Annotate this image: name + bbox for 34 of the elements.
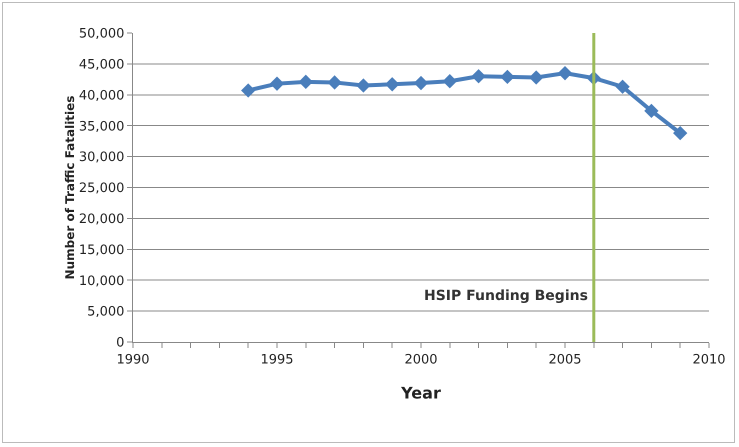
y-tick-label: 25,000 [78, 181, 124, 196]
point [327, 75, 342, 90]
point [644, 104, 659, 118]
y-tick-label: 30,000 [78, 150, 124, 166]
x-axis-title: Year [400, 383, 441, 402]
point [385, 77, 400, 92]
x-tick-label: 2000 [404, 352, 438, 368]
point [673, 126, 688, 140]
ref-line-label: HSIP Funding Begins [424, 288, 588, 304]
y-axis-title: Number of Traffic Fatalities [62, 96, 77, 280]
point [270, 76, 284, 91]
x-tick-label: 2005 [548, 352, 582, 368]
point [615, 80, 630, 94]
point [471, 69, 486, 84]
y-tick-label: 50,000 [78, 26, 124, 42]
y-tick-label: 5,000 [87, 304, 124, 320]
x-tick-label: 2010 [692, 352, 726, 368]
y-tick-label: 10,000 [78, 274, 124, 289]
point [442, 74, 457, 88]
point [356, 78, 371, 93]
y-tick-label: 15,000 [78, 242, 124, 258]
point [414, 76, 428, 90]
x-tick-label: 1995 [260, 352, 294, 368]
y-tick-label: 0 [116, 336, 124, 351]
y-tick-label: 35,000 [78, 119, 124, 134]
y-tick-label: 40,000 [78, 88, 124, 104]
point [558, 66, 572, 80]
point [529, 70, 544, 85]
point [298, 74, 313, 89]
y-tick-label: 20,000 [78, 212, 124, 227]
point [241, 83, 256, 98]
x-tick-label: 1990 [116, 352, 150, 368]
y-tick-label: 45,000 [78, 57, 124, 72]
point [500, 70, 515, 84]
